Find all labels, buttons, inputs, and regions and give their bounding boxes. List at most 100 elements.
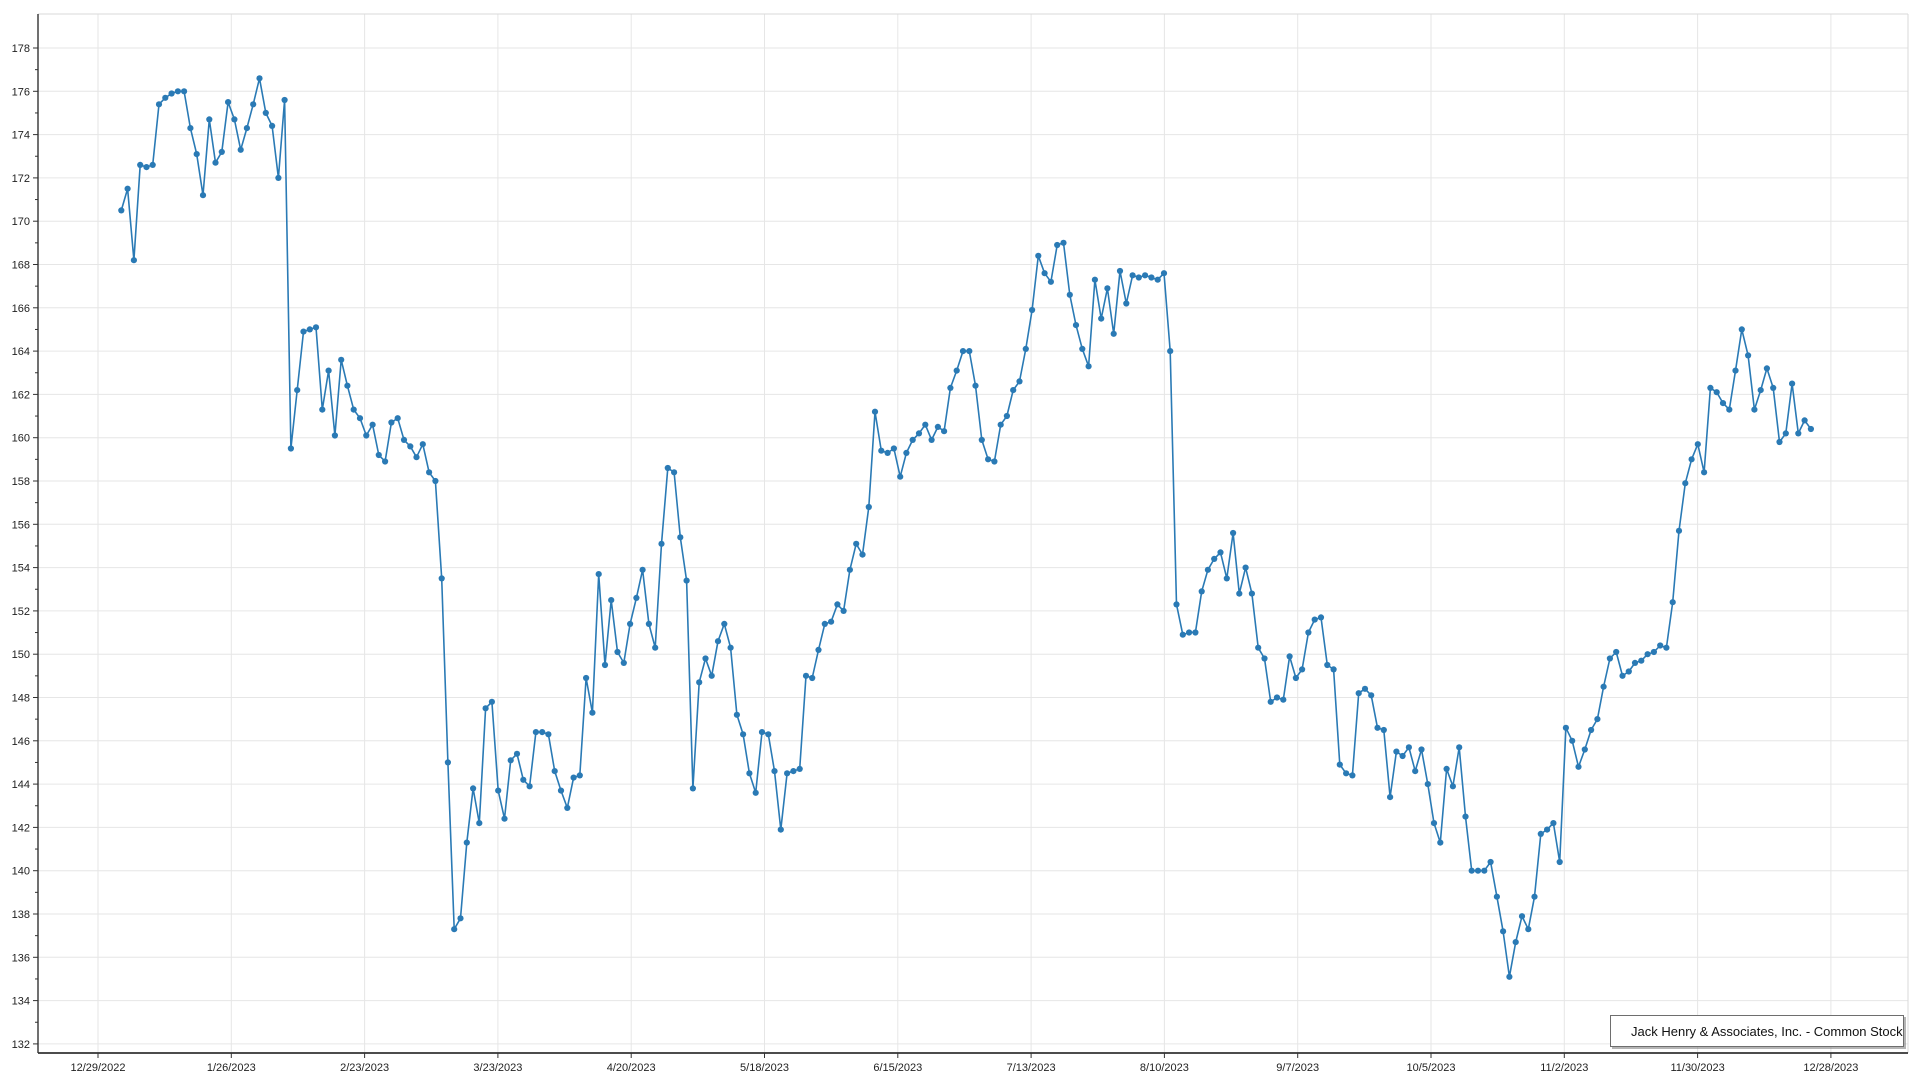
data-point-marker	[1361, 685, 1369, 692]
data-point-marker	[853, 540, 860, 547]
y-axis-label: 170	[12, 216, 30, 228]
data-point-marker	[1625, 668, 1632, 675]
data-point-marker	[369, 421, 376, 428]
data-point-marker	[1732, 367, 1739, 374]
data-point-marker	[1204, 566, 1211, 573]
data-point-marker	[959, 348, 967, 355]
data-point-marker	[953, 367, 960, 374]
data-point-marker	[714, 638, 722, 645]
data-point-marker	[1807, 425, 1814, 433]
data-point-marker	[199, 192, 207, 199]
data-point-marker	[620, 659, 627, 667]
data-point-marker	[639, 566, 646, 573]
y-axis-label: 136	[12, 952, 30, 964]
data-point-marker	[1003, 412, 1011, 420]
data-point-marker	[1022, 345, 1029, 352]
data-point-marker	[652, 644, 659, 651]
data-point-marker	[1518, 913, 1526, 920]
data-point-marker	[225, 99, 232, 106]
x-axis-label: 9/7/2023	[1276, 1062, 1319, 1074]
data-point-marker	[356, 415, 364, 422]
data-point-marker	[972, 382, 979, 389]
data-point-marker	[890, 445, 898, 452]
data-point-marker	[1192, 629, 1199, 636]
data-point-marker	[243, 125, 250, 132]
data-point-marker	[733, 711, 741, 718]
x-axis-label: 8/10/2023	[1140, 1062, 1189, 1074]
data-point-marker	[168, 90, 175, 97]
data-point-marker	[828, 618, 835, 625]
data-point-marker	[752, 789, 759, 796]
data-point-marker	[1462, 813, 1469, 820]
data-point-marker	[771, 768, 778, 775]
data-point-marker	[941, 428, 948, 435]
data-point-marker	[601, 661, 609, 669]
data-point-marker	[1644, 651, 1651, 658]
data-point-marker	[1418, 746, 1425, 753]
data-point-marker	[1029, 306, 1036, 314]
data-point-marker	[1098, 315, 1105, 322]
data-point-marker	[1041, 270, 1048, 277]
data-point-marker	[696, 679, 703, 686]
data-point-marker	[683, 577, 690, 584]
data-point-marker	[1663, 644, 1670, 651]
y-axis-label: 166	[12, 303, 30, 315]
data-point-marker	[997, 421, 1004, 428]
data-point-marker	[1186, 629, 1193, 636]
data-point-marker	[476, 820, 483, 827]
data-point-marker	[344, 382, 351, 389]
data-point-marker	[193, 151, 200, 158]
data-point-marker	[1437, 839, 1444, 846]
data-point-marker	[1713, 389, 1720, 396]
data-point-marker	[1537, 830, 1544, 838]
data-point-marker	[1079, 345, 1086, 352]
data-point-marker	[149, 161, 156, 168]
data-point-marker	[1795, 430, 1802, 437]
data-point-marker	[821, 620, 828, 628]
data-point-marker	[181, 88, 188, 95]
data-point-marker	[1506, 973, 1513, 980]
data-point-marker	[727, 644, 734, 651]
data-point-marker	[338, 356, 345, 363]
data-point-marker	[909, 436, 916, 443]
data-point-marker	[840, 607, 847, 615]
data-point-marker	[206, 116, 213, 123]
data-point-marker	[1657, 642, 1664, 649]
data-point-marker	[1412, 768, 1419, 775]
data-point-marker	[1167, 348, 1174, 355]
data-point-marker	[1324, 661, 1331, 669]
data-point-marker	[1682, 480, 1689, 487]
x-axis-label: 12/28/2023	[1803, 1062, 1858, 1074]
data-point-marker	[677, 534, 684, 541]
data-point-marker	[388, 419, 395, 426]
data-point-marker	[294, 387, 301, 394]
data-point-marker	[162, 94, 169, 101]
data-point-marker	[658, 540, 665, 547]
data-point-marker	[1619, 672, 1626, 679]
x-axis-label: 3/23/2023	[473, 1062, 522, 1074]
data-point-marker	[470, 785, 477, 792]
data-point-marker	[1072, 322, 1080, 329]
data-point-marker	[796, 765, 803, 773]
data-point-marker	[1355, 690, 1362, 697]
data-point-marker	[1688, 456, 1695, 463]
data-point-marker	[312, 324, 320, 331]
data-point-marker	[1726, 406, 1733, 413]
data-point-marker	[1581, 746, 1588, 753]
data-point-marker	[1267, 698, 1274, 705]
price-series-line	[120, 77, 1812, 978]
data-point-marker	[928, 436, 935, 443]
data-point-marker	[413, 454, 420, 461]
data-point-marker	[1481, 867, 1488, 874]
y-axis-label: 148	[12, 693, 30, 705]
data-point-marker	[1343, 770, 1350, 777]
data-point-marker	[551, 768, 558, 775]
data-point-marker	[1179, 631, 1186, 638]
data-point-marker	[1424, 781, 1431, 788]
data-point-marker	[130, 257, 137, 264]
data-point-marker	[1148, 274, 1155, 281]
y-axis-label: 132	[12, 1039, 30, 1051]
data-point-marker	[1211, 555, 1218, 563]
data-point-marker	[1035, 252, 1042, 259]
